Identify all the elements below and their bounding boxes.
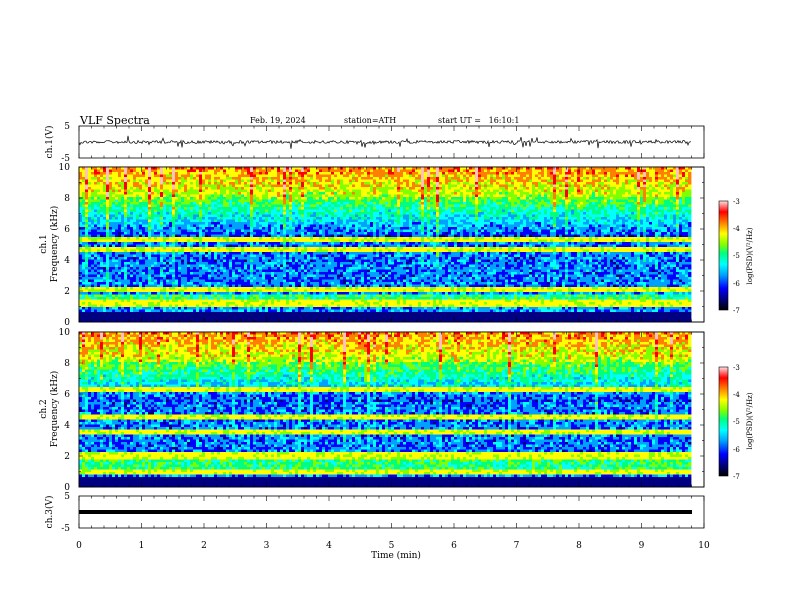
ch1-ytick-8: 8 xyxy=(64,194,70,204)
ch1-colorbar: -3 -4 -5 -6 -7 log(PSD)(V²/Hz) xyxy=(718,198,754,315)
ch1-wave-ytick-bottom: -5 xyxy=(61,154,70,164)
x-tick-label: 0 xyxy=(76,541,82,551)
x-tick-label: 3 xyxy=(264,541,270,551)
ch1-spectrogram-panel: 0 2 4 6 8 10 ch.1 Frequency (kHz) xyxy=(39,163,705,328)
time-axis-tick-labels: 0 1 2 3 4 5 6 7 8 9 10 xyxy=(76,541,710,551)
ch2-cb-tick-3: -3 xyxy=(733,364,740,372)
ch1-cb-tick-3: -3 xyxy=(733,198,740,206)
ch2-ytick-2: 2 xyxy=(64,452,70,462)
ch2-cb-tick-4: -4 xyxy=(733,391,740,399)
figure-title: VLF Spectra xyxy=(79,114,150,127)
x-tick-label: 10 xyxy=(698,541,710,551)
ch2-cb-tick-5: -5 xyxy=(733,418,740,426)
ch1-spec-ylabel: Frequency (kHz) xyxy=(49,206,60,283)
ch3-wave-ylabel: ch.3(V) xyxy=(44,496,55,529)
ch2-ytick-8: 8 xyxy=(64,359,70,369)
x-tick-label: 4 xyxy=(326,541,332,551)
ch1-cb-tick-5: -5 xyxy=(733,252,740,260)
ch2-ytick-0: 0 xyxy=(64,483,70,493)
ch2-cb-tick-7: -7 xyxy=(733,473,740,481)
ch1-waveform-trace xyxy=(78,135,692,149)
ch1-colorbar-scale xyxy=(718,200,729,311)
x-tick-label: 1 xyxy=(139,541,145,551)
x-tick-label: 5 xyxy=(389,541,395,551)
ch1-colorbar-label: log(PSD)(V²/Hz) xyxy=(746,227,754,284)
ch3-waveform-panel: 5 -5 ch.3(V) xyxy=(44,492,705,534)
ch1-waveform-panel: 5 -5 ch.1(V) xyxy=(44,122,705,164)
x-tick-label: 9 xyxy=(639,541,645,551)
ch1-wave-ylabel: ch.1(V) xyxy=(44,126,55,159)
ch1-ytick-0: 0 xyxy=(64,318,70,328)
ch2-ytick-10: 10 xyxy=(59,328,71,338)
ch2-spectrogram-panel: 0 2 4 6 8 10 ch.2 Frequency (kHz) xyxy=(39,328,705,493)
ch1-ytick-4: 4 xyxy=(64,256,70,266)
x-tick-label: 8 xyxy=(576,541,582,551)
ch1-cb-tick-4: -4 xyxy=(733,225,740,233)
ch1-spec-ylabel-channel: ch.1 xyxy=(39,234,49,253)
ch1-wave-ytick-top: 5 xyxy=(64,122,70,132)
ch1-cb-tick-7: -7 xyxy=(733,307,740,315)
x-tick-label: 6 xyxy=(451,541,457,551)
ch1-ytick-2: 2 xyxy=(64,287,70,297)
ch3-wave-ytick-bottom: -5 xyxy=(61,524,70,534)
ch2-colorbar-label: log(PSD)(V²/Hz) xyxy=(746,392,754,449)
ch2-ytick-4: 4 xyxy=(64,421,70,431)
ch1-cb-tick-6: -6 xyxy=(733,280,740,288)
ch2-spec-ylabel-channel: ch.2 xyxy=(39,399,49,418)
start-time-label: start UT = 16:10:1 xyxy=(438,116,519,125)
ch2-ytick-6: 6 xyxy=(64,390,70,400)
station-label: station=ATH xyxy=(344,116,396,125)
ch2-spec-ylabel: Frequency (kHz) xyxy=(49,371,60,448)
ch2-colorbar-scale xyxy=(718,366,729,477)
ch3-wave-ytick-top: 5 xyxy=(64,492,70,502)
date-label: Feb. 19, 2024 xyxy=(250,116,306,125)
ch2-cb-tick-6: -6 xyxy=(733,446,740,454)
x-tick-label: 7 xyxy=(514,541,520,551)
ch2-colorbar: -3 -4 -5 -6 -7 log(PSD)(V²/Hz) xyxy=(718,364,754,481)
ch2-spectrogram-image xyxy=(79,332,692,488)
time-axis-label: Time (min) xyxy=(371,550,421,561)
ch1-ytick-10: 10 xyxy=(59,163,71,173)
ch1-ytick-6: 6 xyxy=(64,225,70,235)
x-tick-label: 2 xyxy=(201,541,207,551)
ch1-spectrogram-image xyxy=(79,167,692,323)
